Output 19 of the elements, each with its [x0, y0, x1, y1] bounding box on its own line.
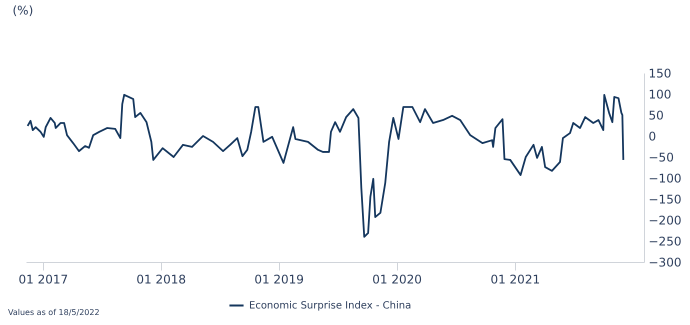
- y-axis-title: (%): [12, 4, 34, 18]
- y-tick-label: −250: [648, 234, 682, 248]
- y-tick-label: −200: [648, 214, 682, 228]
- x-tick-label: 01 2017: [18, 272, 68, 286]
- line-series: [26, 94, 624, 238]
- x-tick-label: 01 2019: [254, 272, 304, 286]
- text: Values as of 18/5/2022: [8, 308, 100, 317]
- y-tick-label: −100: [648, 172, 682, 186]
- x-tick-label: 01 2018: [136, 272, 186, 286]
- y-tick-label: −50: [648, 150, 674, 164]
- y-tick-label: 50: [648, 108, 664, 122]
- legend-label: Economic Surprise Index - China: [249, 300, 412, 312]
- y-tick-label: 150: [648, 66, 672, 80]
- x-tick-label: 01 2021: [490, 272, 540, 286]
- y-tick-label: 0: [648, 130, 656, 144]
- y-tick-label: −150: [648, 192, 682, 206]
- y-tick-label: 100: [648, 88, 672, 102]
- y-tick-label: −300: [648, 256, 682, 270]
- x-tick-label: 01 2020: [372, 272, 422, 286]
